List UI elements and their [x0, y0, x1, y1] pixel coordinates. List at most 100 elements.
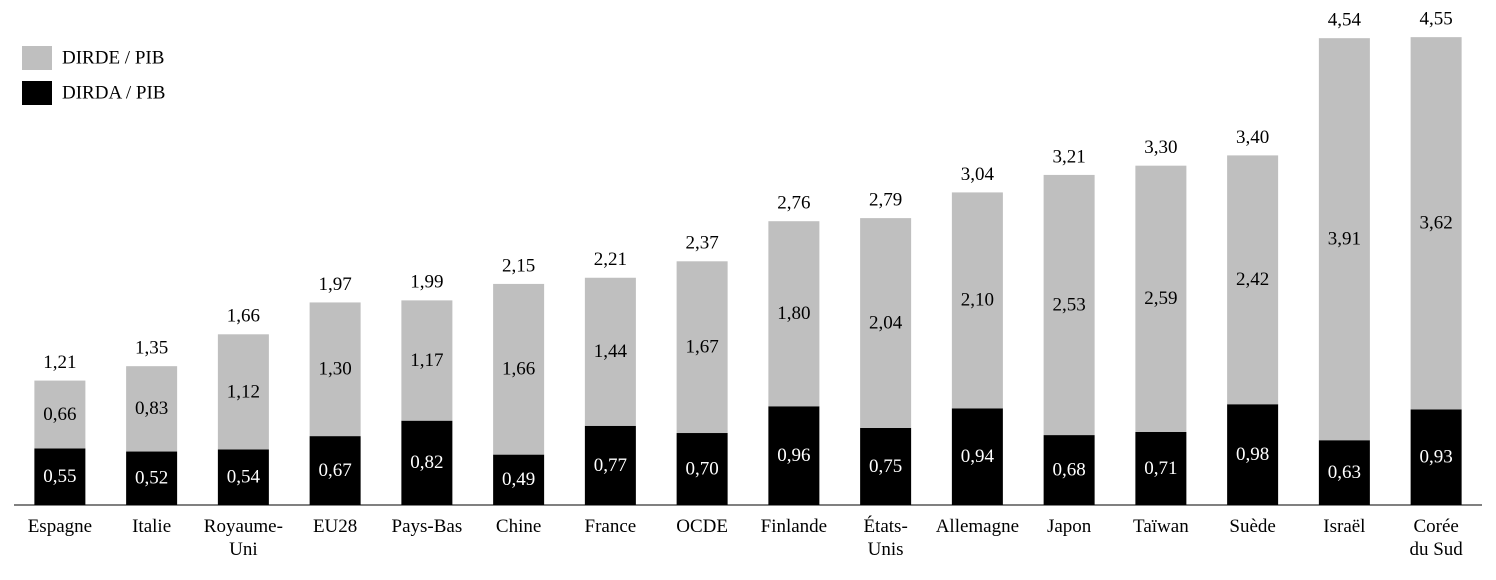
total-label: 2,37 — [686, 233, 719, 254]
value-label: 0,54 — [227, 467, 261, 488]
total-label: 2,79 — [869, 189, 902, 210]
bar-segment — [951, 408, 1003, 505]
bar-segment — [309, 436, 361, 505]
total-label: 2,15 — [502, 255, 535, 276]
bar-segment — [584, 277, 636, 426]
x-tick-label: Espagne — [27, 516, 93, 537]
bar-segment — [1318, 440, 1370, 505]
bar-segment — [1410, 409, 1462, 505]
bar-segment — [34, 448, 86, 505]
value-label: 0,98 — [1236, 444, 1269, 465]
x-tick-label: Taïwan — [1133, 516, 1189, 537]
value-label: 0,66 — [43, 404, 76, 425]
bar-segment — [1410, 37, 1462, 410]
x-tick-label: France — [584, 516, 637, 537]
bar-segment — [584, 425, 636, 505]
value-label: 2,53 — [1053, 294, 1086, 315]
value-label: 0,75 — [869, 456, 902, 477]
bar-segment — [1043, 435, 1095, 505]
total-label: 3,40 — [1236, 127, 1269, 148]
value-label: 0,67 — [319, 460, 352, 481]
value-label: 0,77 — [594, 455, 627, 476]
legend-swatch — [22, 81, 52, 105]
x-tick-label: Chine — [495, 516, 542, 537]
value-label: 2,42 — [1236, 269, 1269, 290]
legend-label: DIRDE / PIB — [62, 47, 164, 68]
value-label: 0,71 — [1144, 458, 1177, 479]
total-label: 1,21 — [43, 352, 76, 373]
x-tick-label: Corée du Sud — [1409, 516, 1463, 560]
value-label: 1,30 — [319, 359, 352, 380]
x-tick-label: Pays-Bas — [391, 516, 463, 537]
bar-segment — [401, 300, 453, 421]
value-label: 2,10 — [961, 290, 994, 311]
bar-segment — [34, 380, 86, 449]
bar-segment — [860, 427, 912, 505]
bar-segment — [1227, 155, 1279, 405]
value-label: 1,12 — [227, 381, 260, 402]
x-tick-label: Suède — [1229, 516, 1276, 537]
total-label: 2,21 — [594, 249, 627, 270]
value-label: 0,96 — [777, 445, 810, 466]
total-label: 1,97 — [319, 274, 352, 295]
bar-segment — [1227, 404, 1279, 505]
x-tick-label: Royaume- Uni — [203, 516, 283, 560]
x-tick-label: OCDE — [676, 516, 728, 537]
value-label: 0,70 — [686, 458, 719, 479]
total-label: 1,99 — [410, 272, 443, 293]
value-label: 3,91 — [1328, 229, 1361, 250]
value-label: 1,44 — [594, 341, 628, 362]
value-label: 0,63 — [1328, 462, 1361, 483]
total-label: 2,76 — [777, 193, 810, 214]
bar-segment — [217, 449, 269, 505]
bar-segment — [676, 433, 728, 505]
value-label: 1,67 — [686, 337, 719, 358]
bar-segment — [768, 406, 820, 505]
total-label: 3,21 — [1053, 146, 1086, 167]
bar-segment — [126, 366, 178, 452]
value-label: 0,49 — [502, 469, 535, 490]
x-tick-label: Finlande — [760, 516, 828, 537]
value-label: 2,04 — [869, 312, 903, 333]
total-label: 3,04 — [961, 164, 995, 185]
value-label: 0,52 — [135, 468, 168, 489]
x-tick-label: EU28 — [312, 516, 358, 537]
value-label: 0,94 — [961, 446, 995, 467]
value-label: 0,55 — [43, 466, 76, 487]
legend-swatch — [22, 46, 52, 70]
value-label: 2,59 — [1144, 288, 1177, 309]
bar-segment — [1043, 174, 1095, 436]
bar-segment — [309, 302, 361, 437]
value-label: 0,83 — [135, 398, 168, 419]
x-tick-label: Japon — [1046, 516, 1092, 537]
x-tick-label: Italie — [132, 516, 172, 537]
x-tick-label: Allemagne — [935, 516, 1020, 537]
value-label: 0,93 — [1420, 447, 1453, 468]
bar-segment — [493, 454, 545, 505]
bar-segment — [1318, 38, 1370, 441]
total-label: 1,35 — [135, 338, 168, 359]
value-label: 1,80 — [777, 303, 810, 324]
value-label: 0,68 — [1053, 459, 1086, 480]
bar-segment — [1135, 165, 1187, 432]
total-label: 3,30 — [1144, 137, 1177, 158]
value-label: 1,17 — [410, 350, 443, 371]
x-tick-label: Israël — [1323, 516, 1366, 537]
x-tick-label: États- Unis — [863, 516, 908, 560]
bar-segment — [401, 420, 453, 505]
value-label: 0,82 — [410, 452, 443, 473]
bar-segment — [768, 221, 820, 407]
bar-segment — [217, 334, 269, 450]
legend-label: DIRDA / PIB — [62, 82, 165, 103]
bar-segment — [1135, 431, 1187, 505]
bar-segment — [951, 192, 1003, 409]
value-label: 1,66 — [502, 359, 535, 380]
total-label: 4,55 — [1420, 9, 1453, 30]
bar-segment — [676, 261, 728, 434]
total-label: 1,66 — [227, 306, 260, 327]
total-label: 4,54 — [1328, 10, 1362, 31]
bar-segment — [126, 451, 178, 505]
value-label: 3,62 — [1420, 213, 1453, 234]
